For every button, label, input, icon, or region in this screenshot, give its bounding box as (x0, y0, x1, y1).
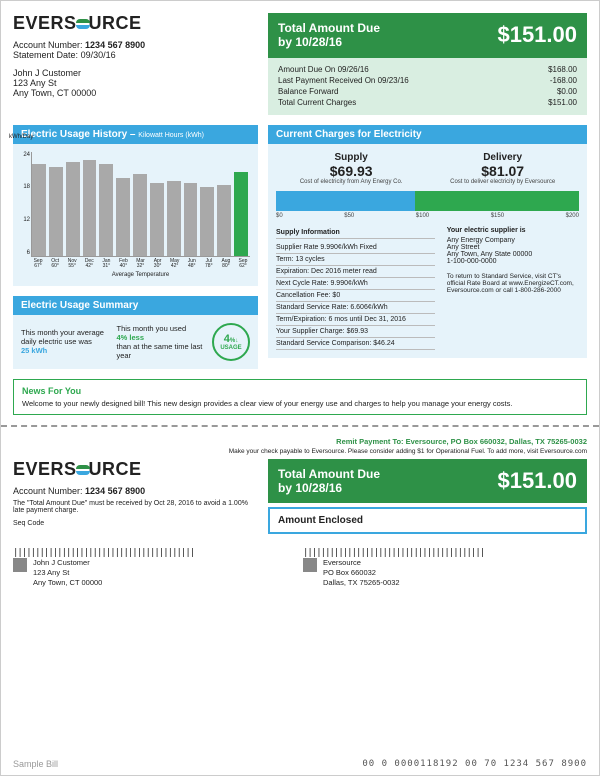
usage-badge: 4%↓USAGE (212, 323, 250, 361)
charges-header: Current Charges for Electricity (268, 125, 587, 144)
mid-section: Electric Usage History – Kilowatt Hours … (13, 115, 587, 369)
amount-enclosed: Amount Enclosed (268, 507, 587, 534)
charges-body: Supply$69.93Cost of electricity from Any… (268, 144, 587, 358)
summary-header: Electric Usage Summary (13, 296, 258, 315)
left-col: Electric Usage History – Kilowatt Hours … (13, 115, 258, 369)
remit-section: Remit Payment To: Eversource, PO Box 660… (13, 437, 587, 455)
total-amount: $151.00 (497, 22, 577, 48)
top-section: EVERSURCE Account Number: 1234 567 8900 … (13, 13, 587, 115)
account-number: 1234 567 8900 (85, 40, 145, 50)
stub-total-box: Total Amount Dueby 10/28/16 $151.00 (268, 459, 587, 504)
bill-page: EVERSURCE Account Number: 1234 567 8900 … (0, 0, 600, 776)
bar-chart: 2418126 (31, 152, 250, 257)
tear-line (1, 425, 599, 427)
charges-bar (276, 191, 579, 211)
usage-header: Electric Usage History – Kilowatt Hours … (13, 125, 258, 144)
account-label: Account Number: (13, 40, 83, 50)
statement-date: 09/30/16 (81, 50, 116, 60)
header-left: EVERSURCE Account Number: 1234 567 8900 … (13, 13, 258, 115)
payment-stub: EVERSURCE Account Number: 1234 567 8900 … (13, 459, 587, 535)
barcode: ||||||||||||||||||||||||||||||||||||||||… (303, 548, 587, 558)
barcode: ||||||||||||||||||||||||||||||||||||||||… (13, 548, 283, 558)
news-box: News For You Welcome to your newly desig… (13, 379, 587, 415)
breakdown: Amount Due On 09/26/16$168.00Last Paymen… (268, 58, 587, 115)
header-right: Total Amount Dueby 10/28/16 $151.00 Amou… (268, 13, 587, 115)
total-due-box: Total Amount Dueby 10/28/16 $151.00 (268, 13, 587, 58)
info-columns: Supply InformationSupplier Rate 9.990¢/k… (276, 227, 579, 350)
logo-stub: EVERSURCE (13, 459, 258, 480)
usage-chart: kWh/Day 2418126 Sep67°Oct60°Nov55°Dec42°… (13, 144, 258, 286)
statement-label: Statement Date: (13, 50, 78, 60)
footer: Sample Bill00 0 0000118192 00 70 1234 56… (13, 759, 587, 769)
right-col: Current Charges for Electricity Supply$6… (268, 115, 587, 369)
summary-body: This month your average daily electric u… (13, 315, 258, 369)
account-info: Account Number: 1234 567 8900 Statement … (13, 40, 258, 60)
address-row: ||||||||||||||||||||||||||||||||||||||||… (13, 538, 587, 587)
customer-address: John J Customer 123 Any St Any Town, CT … (13, 68, 258, 98)
logo: EVERSURCE (13, 13, 258, 34)
